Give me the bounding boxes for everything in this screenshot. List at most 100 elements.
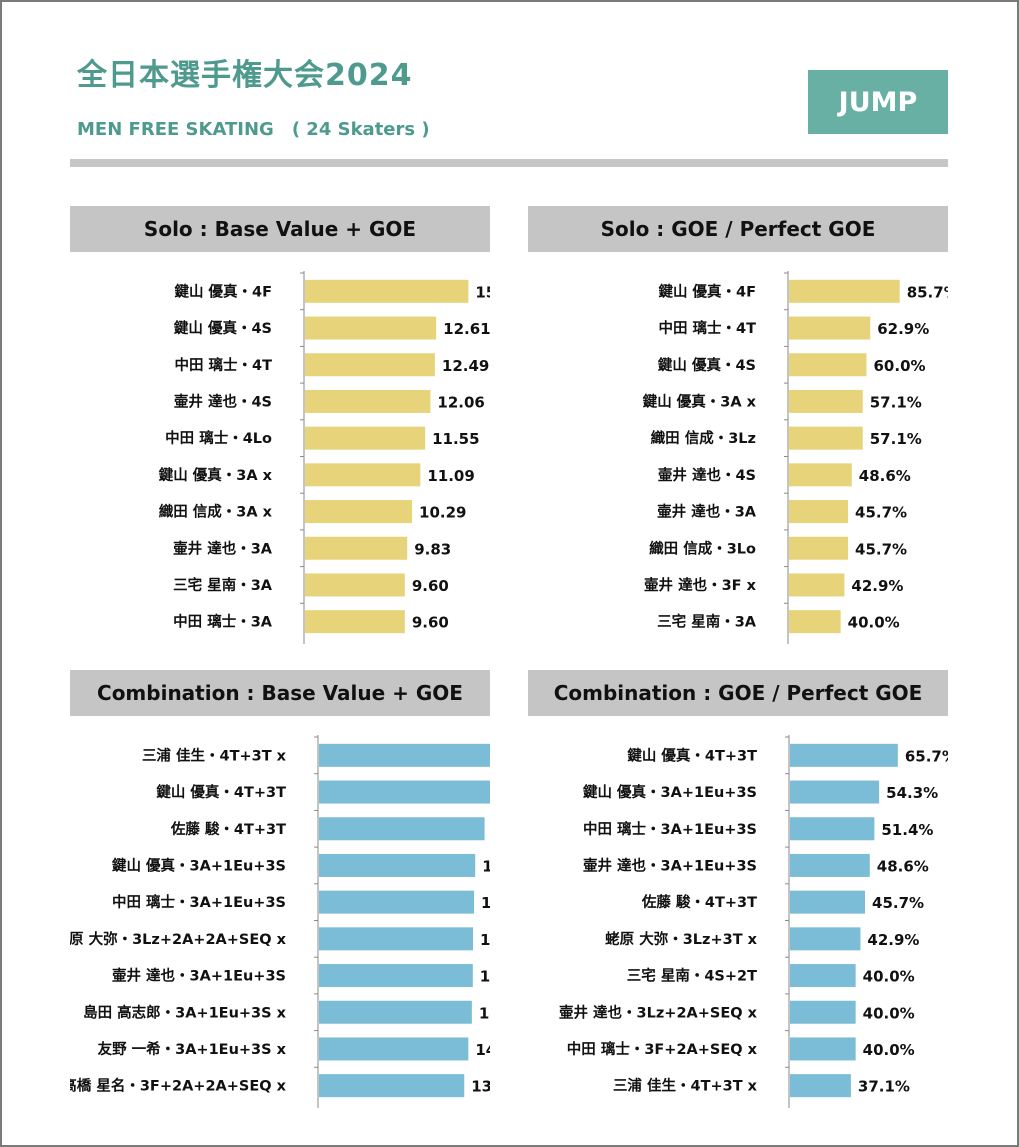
bar-3	[319, 817, 485, 841]
chart-title-solo-goe-pct: Solo : GOE / Perfect GOE	[528, 206, 948, 252]
category-label-8: 壷井 達也・3Lz+2A+SEQ x	[559, 1003, 758, 1021]
category-label-7: 織田 信成・3A x	[159, 503, 273, 521]
value-label-7: 45.7%	[855, 504, 907, 522]
value-label-4: 12.06	[437, 393, 484, 411]
value-label-9: 14.31	[475, 1041, 490, 1059]
bar-2	[790, 780, 880, 804]
value-label-2: 54.3%	[886, 784, 938, 802]
bar-8	[790, 1000, 856, 1024]
value-label-9: 9.60	[412, 577, 449, 595]
category-label-2: 中田 璃士・4T	[658, 319, 756, 337]
value-label-5: 11.55	[432, 430, 479, 448]
category-label-10: 三宅 星南・3A	[657, 613, 757, 631]
value-label-4: 57.1%	[870, 393, 922, 411]
value-label-1: 85.7%	[907, 283, 948, 301]
page-subtitle: MEN FREE SKATING ( 24 Skaters )	[77, 119, 430, 140]
value-label-7: 14.74	[480, 968, 490, 986]
bar-10	[790, 1074, 851, 1098]
chart-title-combo-bv-goe: Combination : Base Value + GOE	[70, 670, 490, 716]
bar-5	[790, 890, 866, 914]
category-label-5: 佐藤 駿・4T+3T	[641, 893, 757, 911]
category-label-9: 中田 璃士・3F+2A+SEQ x	[567, 1040, 758, 1058]
bar-1	[305, 279, 469, 303]
value-label-10: 9.60	[412, 614, 449, 632]
value-label-9: 40.0%	[863, 1041, 915, 1059]
category-label-6: 蛯原 大弥・3Lz+3T x	[605, 930, 757, 948]
bar-6	[319, 927, 474, 951]
category-label-9: 壷井 達也・3F x	[644, 576, 757, 594]
bar-8	[305, 536, 408, 560]
category-label-1: 鍵山 優真・4F	[658, 282, 756, 300]
bar-7	[319, 964, 473, 988]
bar-10	[305, 610, 405, 634]
bar-6	[305, 463, 421, 487]
category-label-2: 鍵山 優真・3A+1Eu+3S	[583, 783, 757, 801]
value-label-10: 37.1%	[858, 1078, 910, 1096]
value-label-3: 12.49	[442, 357, 489, 375]
value-label-8: 14.65	[479, 1004, 490, 1022]
category-label-10: 中田 璃士・3A	[173, 613, 273, 631]
panel-solo-goe-pct: Solo : GOE / Perfect GOE 鍵山 優真・4F 85.7% 中田…	[528, 206, 948, 666]
value-label-5: 45.7%	[872, 894, 924, 912]
value-label-6: 11.09	[427, 467, 474, 485]
bar-6	[790, 927, 861, 951]
value-label-5: 57.1%	[870, 430, 922, 448]
bar-2	[305, 316, 437, 340]
category-label-3: 中田 璃士・4T	[174, 356, 272, 374]
bar-8	[319, 1000, 472, 1024]
category-label-2: 鍵山 優真・4S	[174, 319, 272, 337]
value-label-7: 40.0%	[863, 968, 915, 986]
category-label-1: 三浦 佳生・4T+3T x	[142, 746, 287, 764]
category-label-4: 鍵山 優真・3A+1Eu+3S	[112, 856, 286, 874]
value-label-8: 45.7%	[855, 540, 907, 558]
bar-7	[789, 500, 849, 524]
category-label-7: 壷井 達也・3A+1Eu+3S	[112, 967, 286, 985]
bar-4	[789, 389, 863, 413]
bar-9	[319, 1037, 469, 1061]
category-label-10: 三浦 佳生・4T+3T x	[613, 1077, 758, 1095]
category-label-7: 壷井 達也・3A	[657, 503, 757, 521]
bar-6	[789, 463, 852, 487]
bar-5	[319, 890, 475, 914]
header-divider	[70, 159, 948, 167]
category-label-6: 鍵山 優真・3A x	[159, 466, 273, 484]
category-label-6: 壷井 達也・4S	[658, 466, 756, 484]
bar-1	[789, 279, 900, 303]
value-label-4: 14.97	[482, 857, 490, 875]
bar-4	[319, 853, 476, 877]
bar-1	[790, 743, 898, 767]
chart-solo-goe-pct: 鍵山 優真・4F 85.7% 中田 璃士・4T 62.9% 鍵山 優真・4S 60.0% 鍵…	[643, 271, 948, 644]
bar-9	[789, 573, 845, 597]
chart-title-solo-bv-goe: Solo : Base Value + GOE	[70, 206, 490, 252]
bar-7	[305, 500, 413, 524]
value-label-8: 9.83	[414, 540, 451, 558]
category-label-3: 中田 璃士・3A+1Eu+3S	[583, 820, 757, 838]
panel-solo-bv-goe: Solo : Base Value + GOE 鍵山 優真・4F15.71鍵山 …	[70, 206, 490, 666]
category-label-2: 鍵山 優真・4T+3T	[156, 783, 286, 801]
category-label-8: 織田 信成・3Lo	[649, 539, 756, 557]
value-label-6: 14.76	[480, 931, 490, 949]
value-label-3: 60.0%	[874, 357, 926, 375]
category-label-3: 佐藤 駿・4T+3T	[170, 820, 286, 838]
bar-2	[789, 316, 871, 340]
value-label-4: 48.6%	[877, 857, 929, 875]
jump-badge: JUMP	[808, 70, 948, 134]
value-label-10: 13.92	[471, 1078, 490, 1096]
value-label-6: 48.6%	[859, 467, 911, 485]
bar-4	[790, 853, 870, 877]
chart-solo-bv-goe: 鍵山 優真・4F 15.71 鍵山 優真・4S 12.61 中田 璃士・4T 12.49 壷…	[159, 271, 490, 644]
chart-combo-goe-pct: 鍵山 優真・4T+3T 65.7% 鍵山 優真・3A+1Eu+3S 54.3% 中田 璃…	[559, 735, 948, 1108]
value-label-3: 51.4%	[881, 821, 933, 839]
category-label-7: 三宅 星南・4S+2T	[627, 967, 757, 985]
value-label-5: 14.86	[481, 894, 490, 912]
bar-7	[790, 964, 856, 988]
bar-3	[789, 353, 867, 377]
category-label-3: 鍵山 優真・4S	[658, 356, 756, 374]
value-label-9: 42.9%	[851, 577, 903, 595]
category-label-9: 三宅 星南・3A	[173, 576, 273, 594]
value-label-7: 10.29	[419, 504, 466, 522]
value-label-2: 12.61	[443, 320, 490, 338]
bar-10	[319, 1074, 465, 1098]
bar-2	[319, 780, 490, 804]
